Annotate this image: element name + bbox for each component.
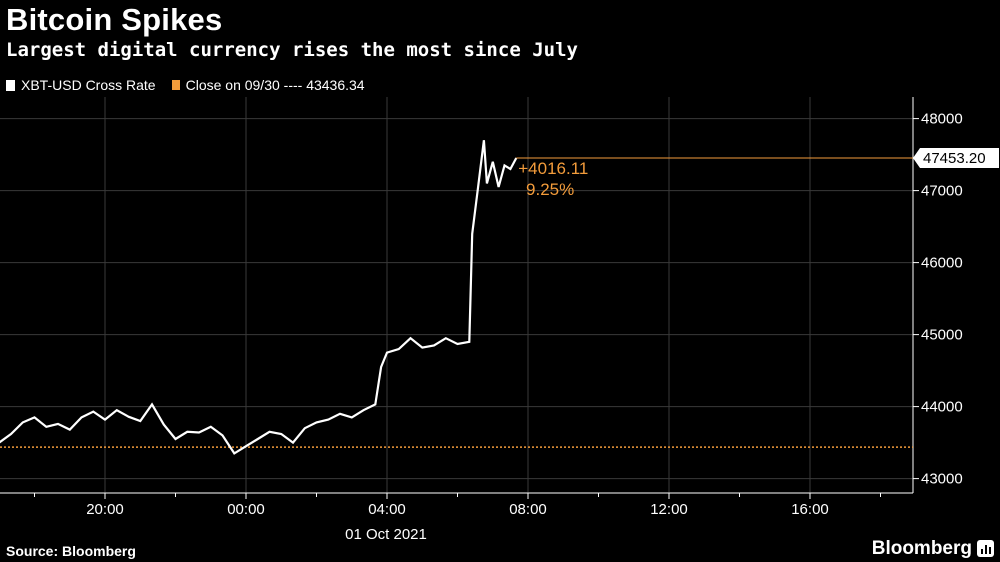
x-tick-label: 12:00 bbox=[650, 501, 688, 518]
x-tick-label: 08:00 bbox=[509, 501, 547, 518]
pct-annotation: 9.25% bbox=[526, 180, 574, 199]
y-tick-label: 45000 bbox=[921, 327, 963, 344]
y-tick-label: 48000 bbox=[921, 111, 963, 128]
y-tick-label: 47000 bbox=[921, 183, 963, 200]
chart-subtitle: Largest digital currency rises the most … bbox=[6, 39, 578, 61]
x-tick-label: 16:00 bbox=[791, 501, 829, 518]
series-swatch bbox=[6, 79, 15, 91]
legend: XBT-USD Cross Rate Close on 09/30 ---- 4… bbox=[6, 77, 365, 93]
x-tick-label: 20:00 bbox=[86, 501, 124, 518]
x-tick-label: 00:00 bbox=[227, 501, 265, 518]
x-tick-label: 04:00 bbox=[368, 501, 406, 518]
source-note: Source: Bloomberg bbox=[6, 543, 136, 559]
y-tick-label: 43000 bbox=[921, 471, 963, 488]
legend-reference-label: Close on 09/30 ---- 43436.34 bbox=[185, 77, 365, 93]
change-annotation: +4016.11 bbox=[518, 159, 588, 178]
chart-title: Bitcoin Spikes bbox=[6, 2, 223, 37]
legend-series-label: XBT-USD Cross Rate bbox=[21, 77, 156, 93]
x-date-label: 01 Oct 2021 bbox=[345, 526, 427, 543]
y-tick-label: 44000 bbox=[921, 399, 963, 416]
bloomberg-icon bbox=[977, 540, 994, 557]
brand-logo: Bloomberg bbox=[871, 538, 972, 559]
price-line bbox=[0, 140, 518, 455]
y-tick-label: 46000 bbox=[921, 255, 963, 272]
reference-swatch bbox=[171, 80, 180, 90]
last-value-box bbox=[913, 147, 999, 168]
last-value-label: 47453.20 bbox=[923, 150, 986, 167]
